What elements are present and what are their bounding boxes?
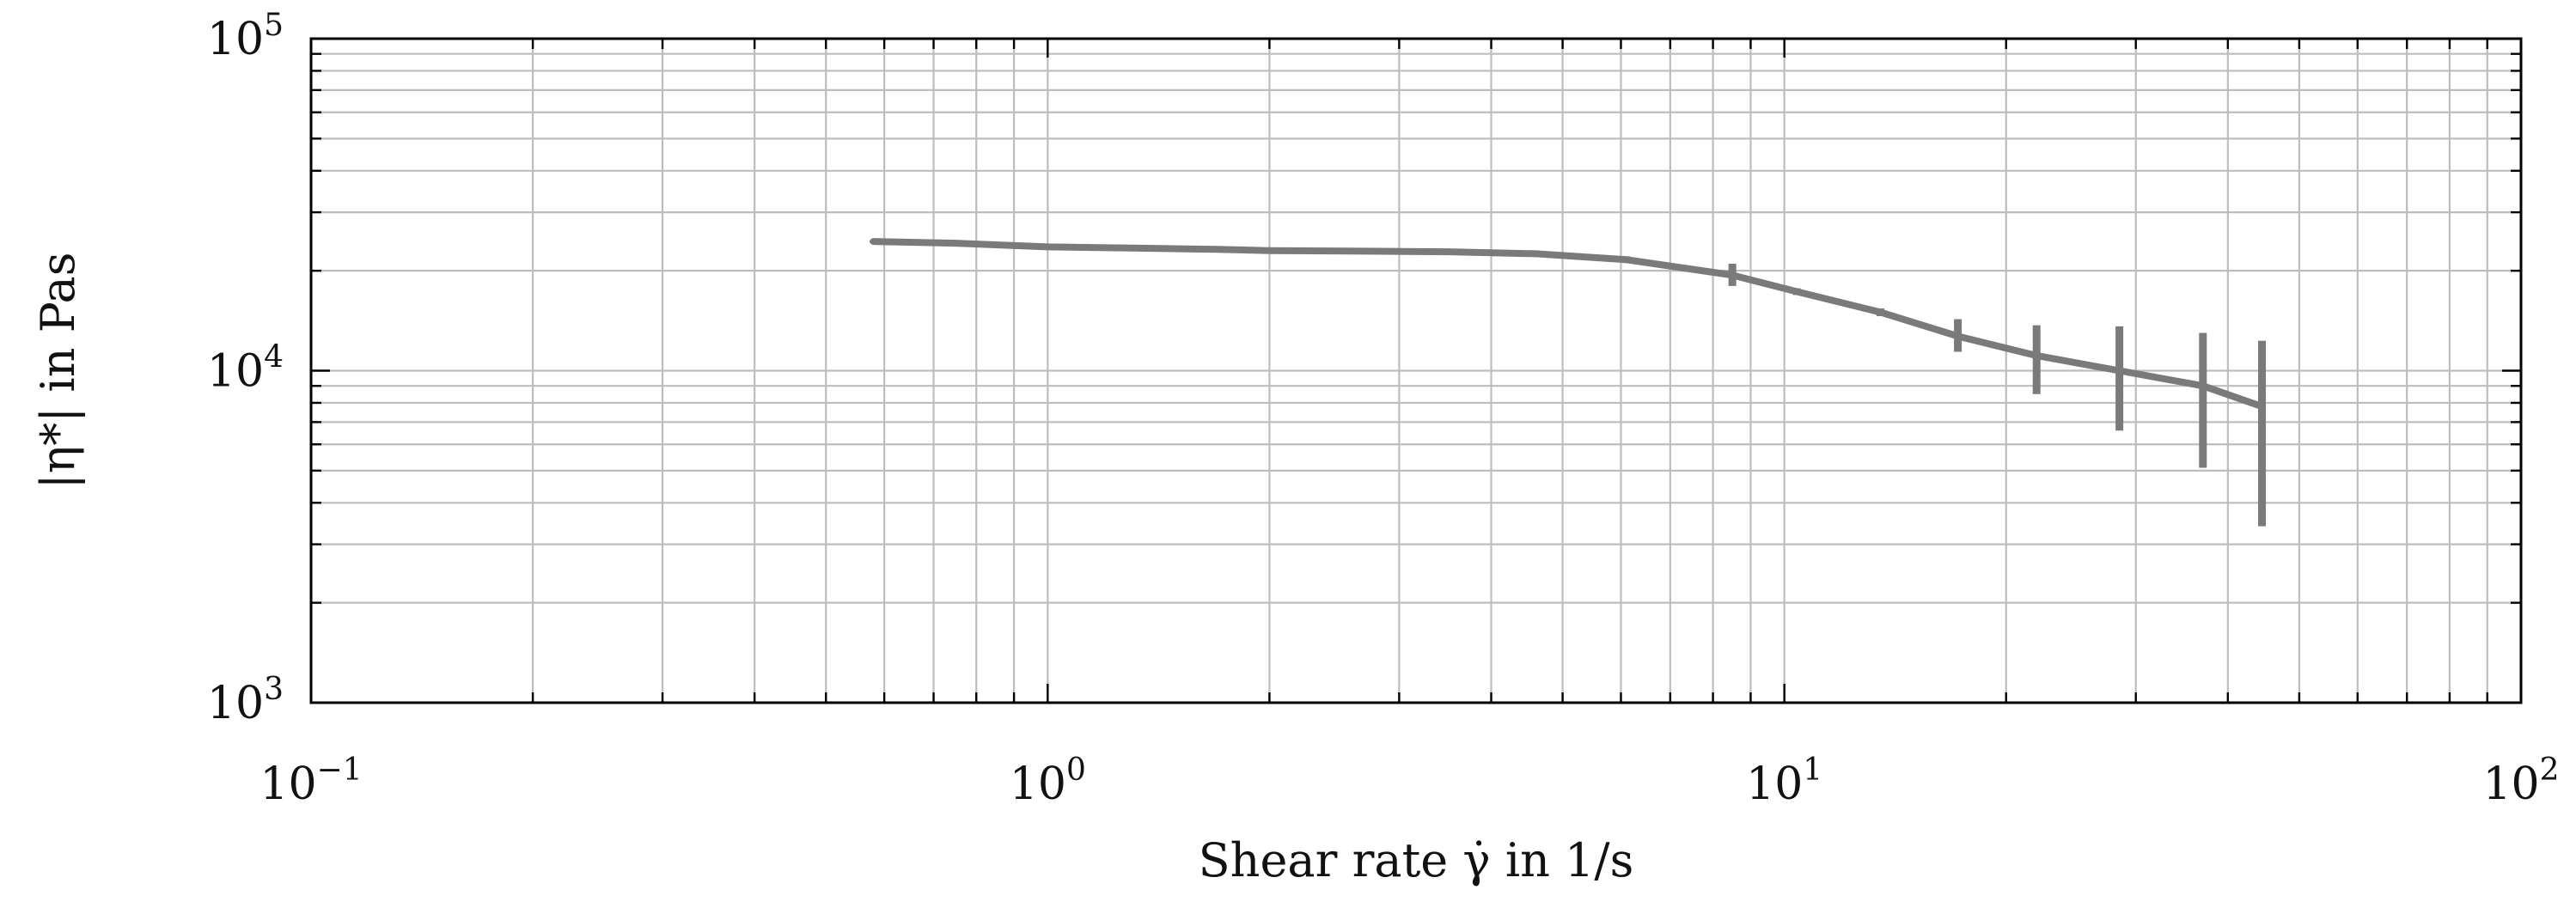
x-tick-labels: 10−1 100 101 102	[259, 753, 2559, 810]
data-point	[2259, 403, 2266, 410]
y-axis-title: |η*| in Pas	[31, 253, 85, 490]
x-tick-label: 102	[2482, 753, 2559, 810]
y-tick-label: 104	[207, 340, 284, 398]
data-point	[1445, 248, 1452, 255]
x-axis-title: Shear rate γ̇ in 1/s	[1199, 833, 1634, 887]
y-tick-labels: 103 104 105	[207, 8, 284, 729]
data-point	[1623, 256, 1630, 263]
data-point	[1793, 288, 1800, 295]
data-point	[952, 240, 959, 247]
data-point	[2116, 368, 2123, 374]
data-point	[1266, 247, 1273, 254]
data-point	[1128, 245, 1135, 252]
data-point	[1877, 308, 1883, 315]
data-point	[1955, 332, 1962, 339]
x-tick-label: 101	[1746, 753, 1822, 810]
series-layer	[870, 238, 2267, 527]
data-point	[1214, 246, 1221, 253]
axis-layer	[309, 37, 2523, 704]
y-tick-label: 103	[207, 672, 284, 729]
y-tick-label: 105	[207, 8, 284, 65]
x-tick-label: 10−1	[259, 753, 362, 810]
series-line	[870, 238, 2266, 411]
data-point	[2200, 382, 2207, 389]
data-point	[870, 238, 877, 245]
data-point	[1362, 247, 1369, 254]
grid-layer	[309, 39, 2521, 704]
data-point	[2033, 352, 2040, 359]
data-point	[1729, 271, 1736, 278]
data-point	[1533, 250, 1540, 257]
x-tick-label: 100	[1010, 753, 1086, 810]
data-point	[1044, 243, 1051, 250]
